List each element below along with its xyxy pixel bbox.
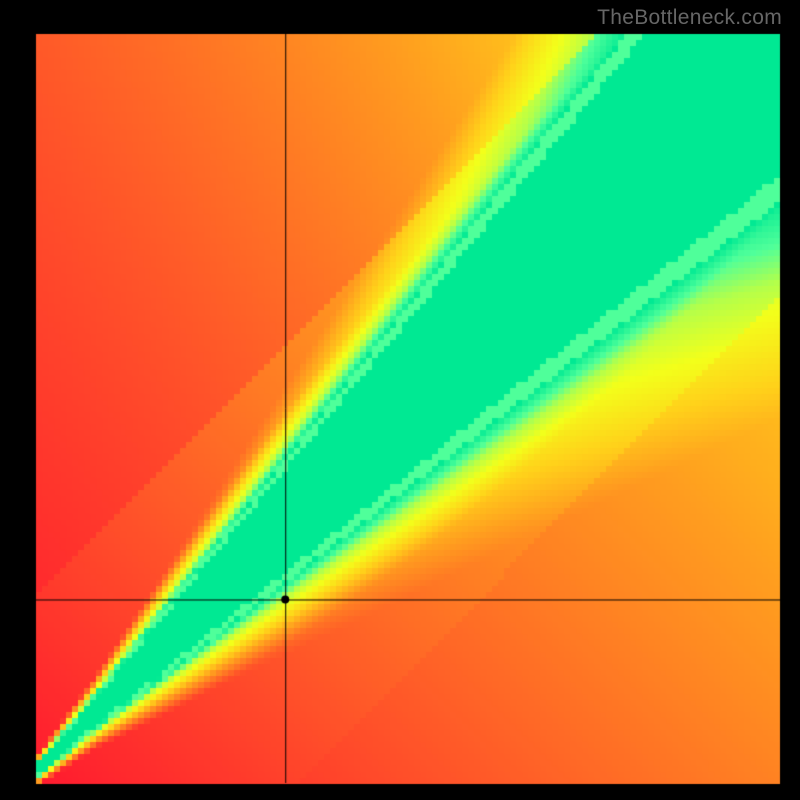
- watermark-text: TheBottleneck.com: [597, 6, 782, 30]
- heatmap-canvas: [0, 0, 800, 800]
- chart-container: TheBottleneck.com: [0, 0, 800, 800]
